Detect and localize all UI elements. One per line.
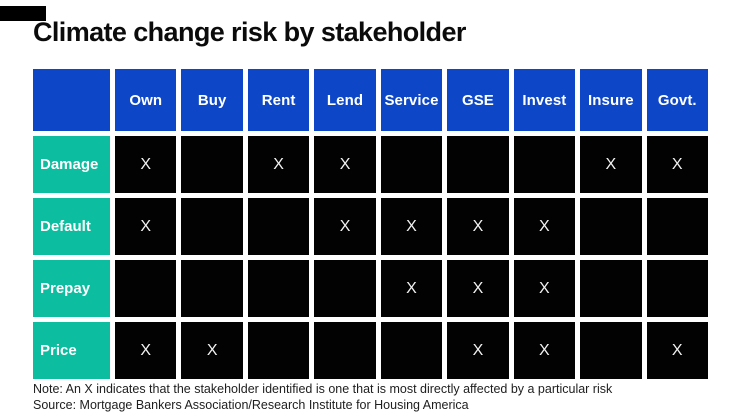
table-cell <box>580 322 642 379</box>
table-cell: X <box>314 136 376 193</box>
table-cell <box>181 198 243 255</box>
risk-stakeholder-table: Own Buy Rent Lend Service GSE Invest Ins… <box>33 69 708 379</box>
table-cell <box>447 136 509 193</box>
table-cell: X <box>447 322 509 379</box>
source-line: Source: Mortgage Bankers Association/Res… <box>33 398 469 413</box>
table-cell <box>314 260 376 317</box>
table-cell <box>247 260 310 317</box>
table-cell <box>580 260 642 317</box>
footnotes: Note: An X indicates that the stakeholde… <box>33 381 612 414</box>
table-cell: X <box>646 322 708 379</box>
table-cell: X <box>115 136 177 193</box>
table-cell <box>380 136 443 193</box>
column-header-insure: Insure <box>580 69 642 131</box>
table-cell: X <box>513 260 576 317</box>
table-cell: X <box>115 322 177 379</box>
column-header-invest: Invest <box>513 69 576 131</box>
table-cell: X <box>513 322 576 379</box>
column-header-gse: GSE <box>447 69 509 131</box>
row-header-default: Default <box>33 198 110 255</box>
table-cell: X <box>447 260 509 317</box>
table-cell: X <box>513 198 576 255</box>
column-header-govt: Govt. <box>646 69 708 131</box>
table-cell <box>646 260 708 317</box>
logo-mark <box>0 6 46 21</box>
table-cell <box>247 322 310 379</box>
column-header-service: Service <box>380 69 443 131</box>
table-cell <box>314 322 376 379</box>
table-cell <box>181 136 243 193</box>
table-corner-cell <box>33 69 110 131</box>
table-cell: X <box>181 322 243 379</box>
row-header-prepay: Prepay <box>33 260 110 317</box>
table-cell <box>181 260 243 317</box>
table-cell <box>380 322 443 379</box>
row-header-damage: Damage <box>33 136 110 193</box>
table-cell <box>646 198 708 255</box>
table-cell <box>580 198 642 255</box>
table-cell <box>513 136 576 193</box>
row-header-price: Price <box>33 322 110 379</box>
table-cell: X <box>646 136 708 193</box>
table-cell <box>115 260 177 317</box>
table-cell: X <box>380 198 443 255</box>
chart-title: Climate change risk by stakeholder <box>33 17 466 47</box>
note-line: Note: An X indicates that the stakeholde… <box>33 382 613 396</box>
table-cell: X <box>115 198 177 255</box>
column-header-lend: Lend <box>314 69 376 131</box>
table-cell: X <box>247 136 310 193</box>
table-cell: X <box>380 260 443 317</box>
column-header-buy: Buy <box>181 69 243 131</box>
column-header-rent: Rent <box>247 69 310 131</box>
table-cell: X <box>580 136 642 193</box>
table-cell: X <box>447 198 509 255</box>
column-header-own: Own <box>115 69 177 131</box>
table-cell: X <box>314 198 376 255</box>
table-cell <box>247 198 310 255</box>
